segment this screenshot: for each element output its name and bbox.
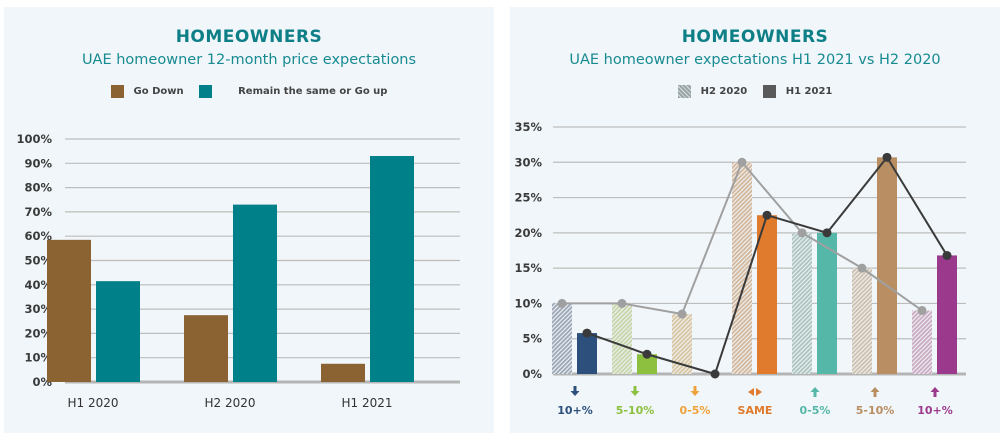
chart-subtitle: UAE homeowner expectations H1 2021 vs H2…: [569, 52, 941, 68]
y-tick-label: 15%: [514, 261, 542, 275]
bar-h1-2021: [877, 157, 897, 374]
bar-remain-the-same-or-go-up: [370, 156, 414, 382]
x-tick-label: H1 2020: [67, 396, 118, 410]
bar-h2-2020: [672, 314, 692, 374]
point-h2-2020: [917, 305, 927, 315]
y-tick-label: 30%: [514, 155, 542, 169]
legend-item-h1-2021: H1 2021: [762, 85, 833, 98]
point-h1-2021: [882, 152, 892, 162]
y-tick-label: 35%: [514, 120, 542, 134]
point-h1-2021: [642, 349, 652, 359]
y-tick-label: 10%: [24, 351, 52, 365]
bar-h2-2020: [792, 232, 812, 374]
legend-label: H2 2020: [700, 86, 748, 97]
point-h2-2020: [557, 298, 567, 308]
category-label: 10+%: [917, 404, 953, 417]
category-label: 5-10%: [856, 404, 895, 417]
bar-h1-2021: [817, 232, 837, 374]
bar-h1-2021: [637, 354, 657, 374]
chart-panel-left: HOMEOWNERS UAE homeowner 12-month price …: [4, 7, 494, 433]
chart-subtitle: UAE homeowner 12-month price expectation…: [81, 52, 417, 68]
point-h1-2021: [762, 210, 772, 220]
point-h2-2020: [737, 157, 747, 167]
point-h2-2020: [797, 228, 807, 238]
category-label: 0-5%: [680, 404, 711, 417]
arrow-down-icon: [630, 386, 640, 396]
bar-go-down: [321, 363, 365, 382]
category-label: SAME: [738, 404, 773, 417]
x-tick-label: H2 2020: [204, 396, 255, 410]
y-tick-label: 40%: [24, 278, 52, 292]
arrow-up-icon: [810, 387, 820, 397]
y-tick-label: 70%: [24, 205, 52, 219]
legend-swatch-remain-or-up: [199, 85, 213, 98]
y-tick-label: 80%: [24, 181, 52, 195]
chart-title: HOMEOWNERS: [175, 27, 323, 47]
arrow-up-icon: [870, 387, 880, 397]
legend-swatch-go-down: [110, 85, 124, 98]
point-h2-2020: [617, 298, 627, 308]
y-tick-label: 30%: [24, 302, 52, 316]
category-label: 0-5%: [800, 404, 831, 417]
y-tick-label: 20%: [514, 226, 542, 240]
bar-h2-2020: [852, 268, 872, 374]
category-label: 5-10%: [616, 404, 655, 417]
bar-go-down: [47, 239, 91, 382]
y-tick-label: 0%: [522, 367, 542, 381]
arrow-up-icon: [930, 387, 940, 397]
y-tick-label: 60%: [24, 229, 52, 243]
legend-swatch-h1-2021: [762, 85, 776, 98]
point-h1-2021: [822, 228, 832, 238]
combo-chart-right: 0% 5% 10% 15% 20% 25% 30% 35% 10+% 5-10% 0-5% SAME 0…: [514, 120, 966, 417]
legend-item-h2-2020: H2 2020: [677, 85, 748, 98]
bar-h2-2020: [912, 310, 932, 374]
point-h1-2021: [582, 328, 592, 338]
point-h1-2021: [942, 250, 952, 260]
bar-remain-the-same-or-go-up: [233, 204, 277, 382]
bar-h1-2021: [757, 215, 777, 374]
category-label: 10+%: [557, 404, 593, 417]
y-tick-label: 50%: [24, 254, 52, 268]
legend-item-go-down: Go Down: [110, 85, 184, 98]
legend-label: Go Down: [133, 86, 184, 97]
left-right-arrow-icon: [748, 388, 762, 396]
y-tick-label: 100%: [16, 132, 52, 146]
bar-h2-2020: [612, 303, 632, 374]
bar-h1-2021: [577, 333, 597, 374]
y-tick-label: 25%: [514, 191, 542, 205]
y-tick-label: 5%: [522, 332, 542, 346]
y-tick-label: 10%: [514, 296, 542, 310]
point-h2-2020: [677, 309, 687, 319]
chart-title: HOMEOWNERS: [681, 27, 829, 47]
legend-label: H1 2021: [785, 86, 833, 97]
bar-remain-the-same-or-go-up: [96, 281, 140, 382]
legend-label: Remain the same or Go up: [238, 86, 388, 97]
y-tick-label: 20%: [24, 326, 52, 340]
arrow-down-icon: [570, 386, 580, 396]
bar-h2-2020: [552, 303, 572, 374]
bar-go-down: [184, 315, 228, 382]
point-h1-2021: [710, 369, 720, 379]
point-h2-2020: [857, 263, 867, 273]
legend-item-remain-or-up: Remain the same or Go up: [199, 85, 387, 98]
bar-h2-2020: [732, 162, 752, 374]
arrow-down-icon: [690, 386, 700, 396]
bar-chart-left: 0%10%20%30%40%50%60%70%80%90%100%H1 2020…: [16, 132, 460, 410]
bar-h1-2021: [937, 255, 957, 374]
chart-panel-right: HOMEOWNERS UAE homeowner expectations H1…: [510, 7, 1000, 433]
chart-legend: Go Down Remain the same or Go up: [4, 85, 494, 101]
chart-legend: H2 2020 H1 2021: [510, 85, 1000, 101]
legend-swatch-h2-2020: [677, 85, 691, 98]
x-tick-label: H1 2021: [341, 396, 392, 410]
y-tick-label: 90%: [24, 156, 52, 170]
